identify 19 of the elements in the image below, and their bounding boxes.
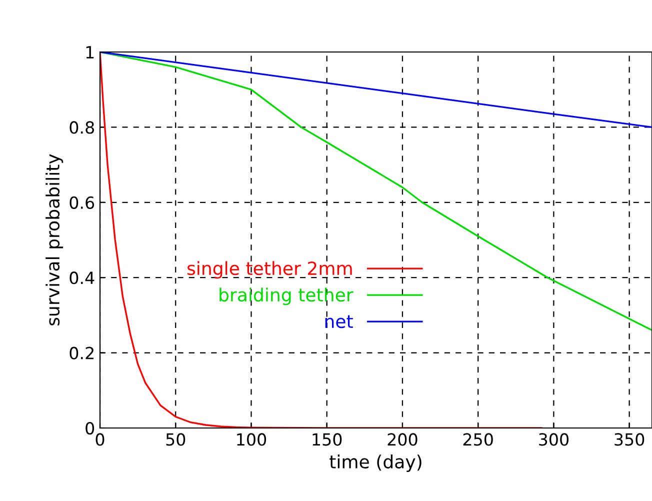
x-tick-label: 100 bbox=[237, 433, 266, 446]
y-tick-label: 1 bbox=[86, 46, 94, 58]
x-tick-label: 150 bbox=[312, 433, 342, 446]
y-tick-label: 0 bbox=[86, 422, 94, 435]
y-tick-label: 0.8 bbox=[70, 121, 94, 134]
legend-label: net bbox=[325, 315, 353, 328]
x-tick-label: 0 bbox=[96, 433, 104, 446]
legend-label: braiding tether bbox=[220, 288, 354, 306]
x-tick-label: 200 bbox=[388, 433, 418, 446]
legend-label: single tether 2mm bbox=[187, 261, 352, 279]
x-axis-title: time (day) bbox=[330, 454, 422, 472]
x-tick-label: 300 bbox=[539, 433, 568, 446]
x-tick-label: 250 bbox=[463, 433, 493, 446]
y-tick-label: 0.4 bbox=[70, 272, 94, 284]
y-axis-title: survival probability bbox=[46, 154, 64, 326]
x-tick-label: 350 bbox=[614, 433, 644, 446]
y-tick-label: 0.2 bbox=[70, 346, 94, 360]
y-tick-label: 0.6 bbox=[70, 196, 94, 209]
x-tick-label: 50 bbox=[166, 433, 186, 446]
